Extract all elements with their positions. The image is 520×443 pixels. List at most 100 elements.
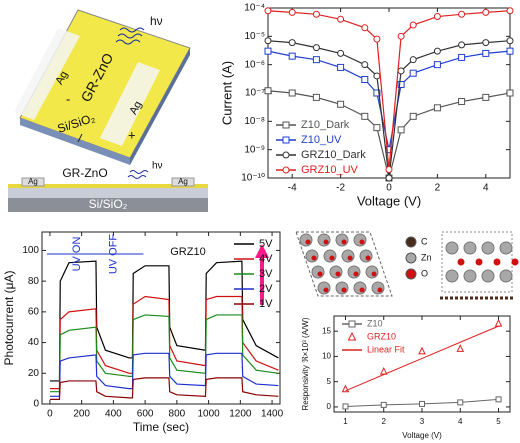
- plot-frame: [333, 315, 511, 413]
- zn-atom: [335, 281, 349, 295]
- zn-atom: [329, 265, 343, 279]
- x-tick-label: 0: [386, 183, 392, 194]
- electrode: [21, 177, 45, 187]
- y-tick-label: 10⁻⁸: [244, 116, 265, 127]
- electrode: [14, 28, 80, 120]
- marker: [380, 401, 387, 408]
- o-atom: [475, 258, 483, 266]
- marker: [312, 93, 320, 101]
- electrode-label: Ag: [127, 99, 144, 117]
- marker: [361, 24, 369, 32]
- x-tick-label: 5: [496, 417, 501, 426]
- x-tick-label: -2: [336, 183, 345, 194]
- legend-label: Z10_UV: [301, 134, 342, 146]
- x-tick-label: 2: [435, 183, 441, 194]
- legend-label: 5V: [259, 238, 273, 250]
- marker: [409, 112, 417, 120]
- marker: [458, 98, 466, 106]
- marker: [312, 10, 320, 18]
- zn-atom: [445, 269, 459, 283]
- x-tick-label: 4: [483, 183, 489, 194]
- zn-atom: [311, 265, 325, 279]
- pointer: [77, 133, 83, 143]
- marker: [361, 61, 369, 69]
- device-schematic: Ag GR-ZnO Ag - + hν Si/SiO₂: [14, 9, 191, 165]
- plot-frame: [41, 231, 281, 405]
- x-tick-label: 800: [169, 409, 186, 420]
- crystal-structure: C Zn O: [295, 231, 519, 300]
- marker: [337, 15, 345, 23]
- o-atom: [377, 287, 383, 293]
- legend-label: 2V: [259, 283, 273, 295]
- light-label: hν: [150, 14, 163, 28]
- marker: [482, 49, 490, 57]
- x-tick-label: -4: [288, 183, 297, 194]
- marker: [397, 67, 405, 75]
- zn-atom: [463, 269, 477, 283]
- zn-atom: [371, 281, 385, 295]
- electrode-label: Ag: [53, 69, 70, 87]
- y-axis-title: Photocurrent (μA): [2, 271, 16, 366]
- marker: [506, 89, 514, 97]
- zn-atom: [481, 269, 495, 283]
- legend-label: 1V: [259, 298, 273, 310]
- y-tick-label: 80: [28, 276, 40, 287]
- zn-atom: [323, 249, 337, 263]
- marker: [433, 61, 441, 69]
- marker: [337, 49, 345, 57]
- o-atom: [365, 255, 371, 261]
- electrode: [171, 177, 195, 187]
- film-layer: [8, 184, 208, 188]
- marker: [418, 346, 426, 355]
- marker: [373, 35, 381, 43]
- o-atom: [457, 258, 465, 266]
- marker: [361, 75, 369, 83]
- marker: [433, 47, 441, 55]
- marker: [264, 37, 272, 45]
- zn-atom: [335, 233, 349, 247]
- marker: [433, 13, 441, 21]
- zn-atom: [347, 265, 361, 279]
- legend-label: Z10: [367, 318, 383, 328]
- marker: [409, 56, 417, 64]
- marker: [458, 10, 466, 18]
- o-atom: [305, 239, 311, 245]
- marker: [282, 121, 290, 129]
- zn-atom: [365, 265, 379, 279]
- substrate-label: Si/SiO₂: [89, 197, 128, 211]
- o-atom: [311, 255, 317, 261]
- annotation: GRZ10: [170, 246, 205, 258]
- o-atom: [347, 255, 353, 261]
- x-tick-label: 1000: [197, 409, 220, 420]
- atom-legend-label: C: [421, 236, 428, 246]
- marker: [312, 56, 320, 64]
- o-atom: [353, 271, 359, 277]
- marker: [419, 400, 425, 407]
- series-line: [49, 295, 279, 390]
- light-wave: [115, 27, 145, 45]
- substrate: [8, 198, 208, 212]
- marker: [385, 165, 393, 173]
- marker: [347, 331, 357, 341]
- legend-label: Linear Fit: [367, 344, 405, 354]
- o-atom: [323, 239, 329, 245]
- marker: [482, 39, 490, 47]
- marker: [482, 8, 490, 16]
- o-atom: [359, 287, 365, 293]
- x-axis-title: Voltage (V): [357, 193, 421, 208]
- marker: [342, 403, 349, 410]
- zn-atom: [353, 281, 367, 295]
- x-tick-label: 1: [343, 417, 348, 426]
- substrate-side: [20, 118, 130, 165]
- zn-atom: [299, 233, 313, 247]
- y-tick-label: 15: [322, 326, 331, 335]
- marker: [264, 7, 272, 15]
- zn-atom: [499, 269, 513, 283]
- y-tick-label: 5: [327, 377, 332, 386]
- legend-label: GRZ10_Dark: [301, 149, 366, 161]
- y-tick-label: 10⁻⁷: [245, 88, 265, 99]
- series-line: [345, 325, 499, 392]
- series-line: [49, 377, 279, 400]
- x-axis-title: Voltage (V): [402, 431, 442, 440]
- y-axis-title: Responsivity ℜ×10³ (A/W): [301, 317, 310, 410]
